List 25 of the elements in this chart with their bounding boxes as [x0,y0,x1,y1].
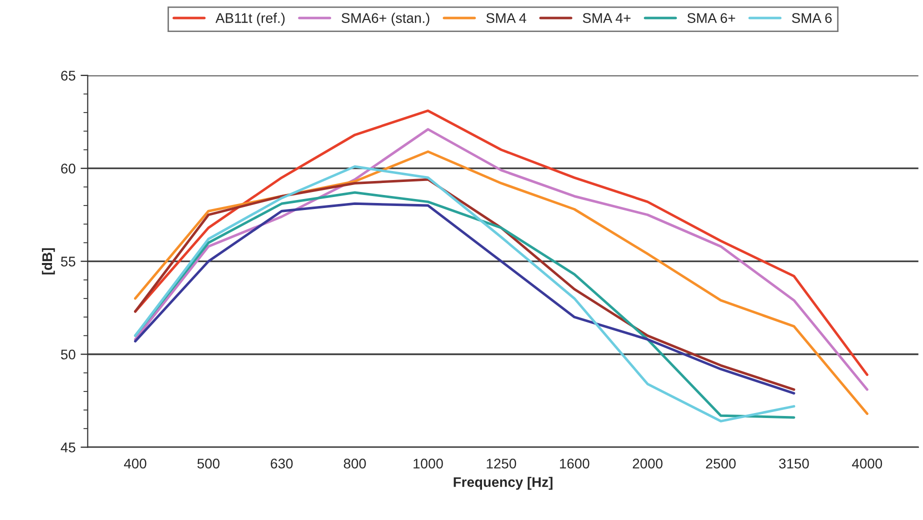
x-tick-label: 1000 [414,458,443,469]
y-tick-label: 60 [61,164,76,174]
x-tick-label: 800 [344,458,366,469]
x-axis-title: Frequency [Hz] [454,476,552,490]
x-tick-label: 500 [197,458,220,469]
y-tick-label: 50 [60,350,76,360]
x-tick-label: 2500 [706,458,736,469]
x-tick-label: 4000 [852,458,882,469]
x-tick-label: 400 [124,458,146,469]
x-tick-label: 3150 [779,458,809,469]
legend-label: SMA6+ (stan.) [342,12,430,26]
legend-label: SMA 6 [792,13,832,23]
x-tick-label: 2000 [632,458,662,469]
y-axis-title: [dB] [42,248,55,274]
y-tick-label: 65 [61,70,76,81]
line-series [134,150,868,415]
x-tick-label: 1600 [560,458,590,469]
legend-label: SMA 4 [486,13,526,23]
legend-label: AB11t (ref.) [216,12,285,26]
y-tick-label: 45 [60,442,76,452]
legend-label: SMA 6+ [687,13,736,23]
legend-label: SMA 4+ [582,13,631,23]
x-tick-label: 1250 [486,458,516,469]
y-tick-label: 55 [60,256,76,266]
x-tick-label: 630 [270,458,293,469]
